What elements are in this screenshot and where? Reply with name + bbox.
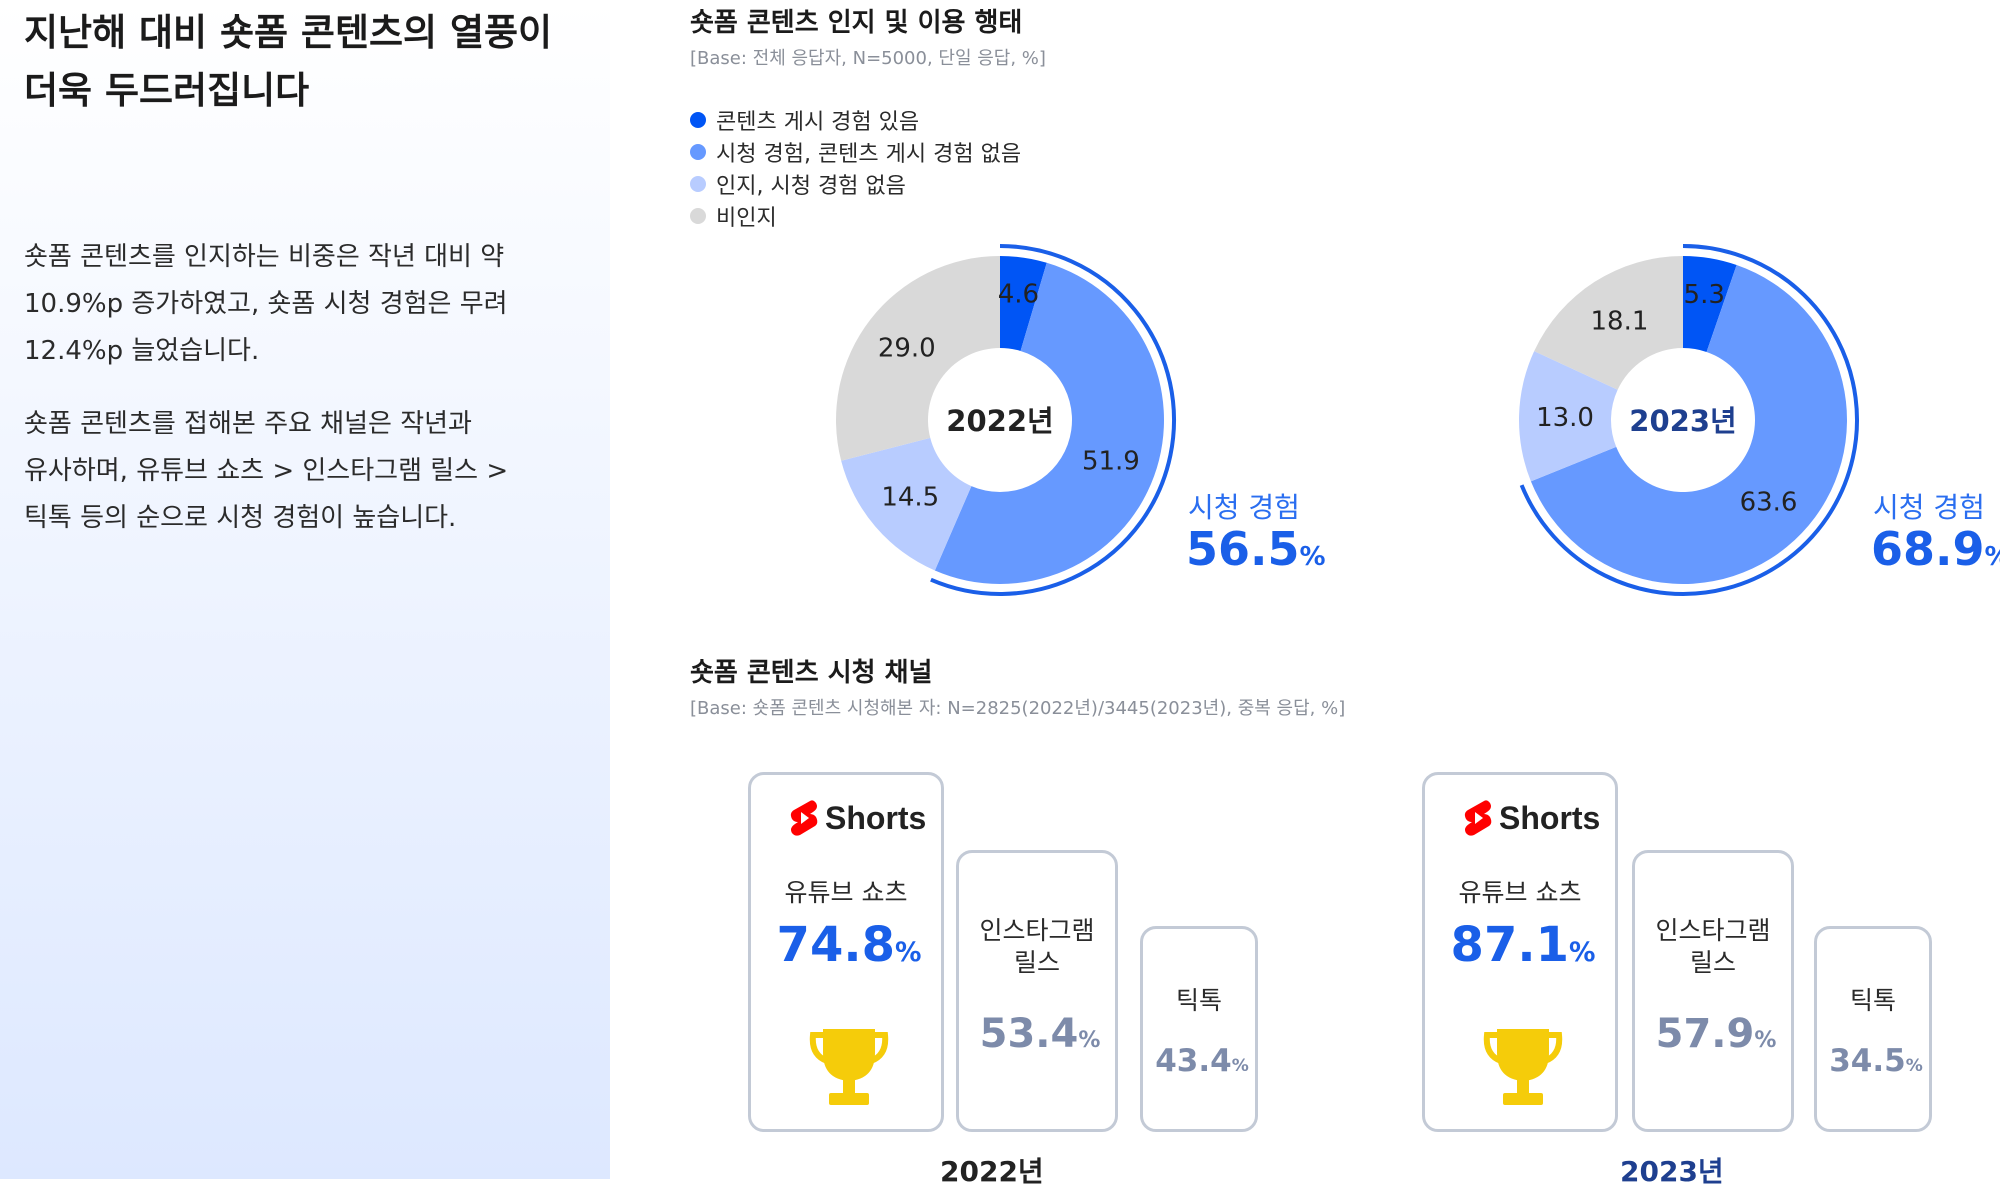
channel-value-youtube-shorts: 74.8% (751, 917, 947, 973)
viewing-experience-caption-2023: 시청 경험 (1873, 486, 1985, 526)
legend-dot (690, 144, 706, 160)
donut-value-label: 63.6 (1740, 487, 1798, 517)
page-headline: 지난해 대비 숏폼 콘텐츠의 열풍이 더욱 두드러집니다 (24, 4, 584, 120)
channel-value-number: 34.5 (1829, 1043, 1906, 1079)
section-title-awareness: 숏폼 콘텐츠 인지 및 이용 행태 (690, 2, 1022, 39)
percent-unit: % (1985, 542, 2000, 572)
section-base-note-awareness: [Base: 전체 응답자, N=5000, 단일 응답, %] (690, 44, 1046, 70)
percent-unit: % (1754, 1028, 1776, 1053)
channel-card-instagram-reels-2022: 인스타그램 릴스 53.4% (956, 850, 1118, 1132)
viewing-experience-caption-2022: 시청 경험 (1188, 486, 1300, 526)
left-panel: 지난해 대비 숏폼 콘텐츠의 열풍이 더욱 두드러집니다 숏폼 콘텐츠를 인지하… (0, 0, 610, 1179)
legend-item: 비인지 (690, 200, 1021, 232)
viewing-experience-value-2023: 68.9% (1871, 522, 2000, 576)
percent-unit: % (1232, 1056, 1249, 1076)
channel-name-line: 릴스 (1690, 948, 1736, 977)
channel-value-number: 87.1 (1451, 917, 1569, 973)
channel-card-youtube-shorts-2022: Shorts 유튜브 쇼츠 74.8% (748, 772, 944, 1132)
legend-item: 시청 경험, 콘텐츠 게시 경험 없음 (690, 136, 1021, 168)
legend-item: 콘텐츠 게시 경험 있음 (690, 104, 1021, 136)
channel-name-line: 인스타그램 (1655, 916, 1770, 945)
youtube-shorts-icon (1463, 799, 1493, 837)
donut-chart-2023: 5.3 63.6 13.0 18.1 2023년 (1503, 240, 1863, 600)
percent-unit: % (1300, 542, 1326, 572)
channel-card-instagram-reels-2023: 인스타그램 릴스 57.9% (1632, 850, 1794, 1132)
donut-value-label: 13.0 (1536, 403, 1594, 433)
channel-card-tiktok-2022: 틱톡 43.4% (1140, 926, 1258, 1132)
donut-value-label: 14.5 (881, 483, 939, 513)
channel-value-instagram-reels: 53.4% (959, 1011, 1121, 1057)
summary-paragraph-1: 숏폼 콘텐츠를 인지하는 비중은 작년 대비 약 10.9%p 증가하였고, 숏… (24, 234, 584, 375)
percent-unit: % (1569, 937, 1595, 968)
legend-dot (690, 208, 706, 224)
legend-label: 시청 경험, 콘텐츠 게시 경험 없음 (716, 136, 1021, 168)
trophy-icon (809, 1023, 889, 1109)
donut-value-label: 4.6 (998, 279, 1039, 309)
channel-year-label-2022: 2022년 (940, 1150, 1044, 1190)
donut-center-label: 2022년 (946, 404, 1053, 438)
donut-value-label: 29.0 (878, 334, 936, 364)
channel-name-youtube-shorts: 유튜브 쇼츠 (751, 877, 941, 909)
donut-value-label: 51.9 (1082, 446, 1140, 476)
channel-value-tiktok: 43.4% (1143, 1043, 1261, 1079)
youtube-shorts-logo: Shorts (789, 799, 926, 837)
channel-year-label-2023: 2023년 (1620, 1150, 1724, 1190)
channel-value-number: 43.4 (1155, 1043, 1232, 1079)
section-base-note-channels: [Base: 숏폼 콘텐츠 시청해본 자: N=2825(2022년)/3445… (690, 694, 1345, 720)
para2-line: 유사하며, 유튜브 쇼츠 > 인스타그램 릴스 > (24, 456, 508, 486)
percent-unit: % (1078, 1028, 1100, 1053)
channel-card-youtube-shorts-2023: Shorts 유튜브 쇼츠 87.1% (1422, 772, 1618, 1132)
para1-line: 숏폼 콘텐츠를 인지하는 비중은 작년 대비 약 (24, 242, 504, 272)
legend-label: 콘텐츠 게시 경험 있음 (716, 104, 919, 136)
para1-line: 10.9%p 증가하였고, 숏폼 시청 경험은 무려 (24, 289, 508, 319)
channel-value-youtube-shorts: 87.1% (1425, 917, 1621, 973)
viewing-value-number: 68.9 (1871, 522, 1985, 576)
youtube-shorts-icon (789, 799, 819, 837)
shorts-logo-text: Shorts (1499, 800, 1600, 837)
legend-label: 비인지 (716, 200, 777, 232)
percent-unit: % (1906, 1056, 1923, 1076)
channel-value-number: 74.8 (777, 917, 895, 973)
viewing-experience-value-2022: 56.5% (1186, 522, 1326, 576)
viewing-value-number: 56.5 (1186, 522, 1300, 576)
para1-line: 12.4%p 늘었습니다. (24, 336, 259, 366)
channel-name-tiktok: 틱톡 (1143, 985, 1255, 1017)
legend-dot (690, 112, 706, 128)
channel-value-number: 53.4 (980, 1011, 1079, 1057)
channel-name-tiktok: 틱톡 (1817, 985, 1929, 1017)
channel-name-instagram-reels: 인스타그램 릴스 (1635, 915, 1791, 979)
headline-line-1: 지난해 대비 숏폼 콘텐츠의 열풍이 (24, 11, 552, 54)
channel-value-instagram-reels: 57.9% (1635, 1011, 1797, 1057)
headline-line-2: 더욱 두드러집니다 (24, 69, 309, 112)
legend-dot (690, 176, 706, 192)
donut-chart-2022: 4.6 51.9 14.5 29.0 2022년 (820, 240, 1180, 600)
percent-unit: % (895, 937, 921, 968)
youtube-shorts-logo: Shorts (1463, 799, 1600, 837)
shorts-logo-text: Shorts (825, 800, 926, 837)
donut-value-label: 18.1 (1591, 307, 1649, 337)
channel-value-number: 57.9 (1656, 1011, 1755, 1057)
legend-label: 인지, 시청 경험 없음 (716, 168, 906, 200)
section-title-channels: 숏폼 콘텐츠 시청 채널 (690, 652, 932, 689)
summary-paragraph-2: 숏폼 콘텐츠를 접해본 주요 채널은 작년과 유사하며, 유튜브 쇼츠 > 인스… (24, 401, 584, 542)
channel-name-line: 릴스 (1014, 948, 1060, 977)
donut-value-label: 5.3 (1684, 280, 1725, 310)
trophy-icon (1483, 1023, 1563, 1109)
channel-name-instagram-reels: 인스타그램 릴스 (959, 915, 1115, 979)
channel-value-tiktok: 34.5% (1817, 1043, 1935, 1079)
chart-legend: 콘텐츠 게시 경험 있음 시청 경험, 콘텐츠 게시 경험 없음 인지, 시청 … (690, 104, 1021, 232)
para2-line: 숏폼 콘텐츠를 접해본 주요 채널은 작년과 (24, 409, 472, 439)
legend-item: 인지, 시청 경험 없음 (690, 168, 1021, 200)
channel-name-line: 인스타그램 (979, 916, 1094, 945)
para2-line: 틱톡 등의 순으로 시청 경험이 높습니다. (24, 503, 456, 533)
channel-name-youtube-shorts: 유튜브 쇼츠 (1425, 877, 1615, 909)
donut-center-label: 2023년 (1629, 404, 1736, 438)
channel-card-tiktok-2023: 틱톡 34.5% (1814, 926, 1932, 1132)
